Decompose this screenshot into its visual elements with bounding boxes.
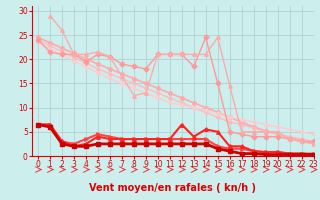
X-axis label: Vent moyen/en rafales ( kn/h ): Vent moyen/en rafales ( kn/h ) [89, 183, 256, 193]
